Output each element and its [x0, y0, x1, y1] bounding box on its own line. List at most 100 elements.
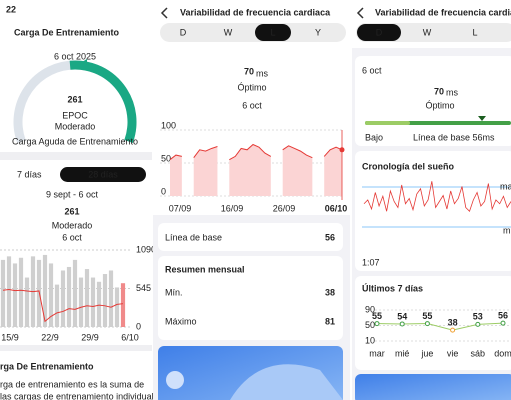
value-label: 53 [473, 312, 483, 322]
tab: D [376, 27, 383, 37]
time-label: 1:07 [362, 257, 380, 267]
week-point [399, 321, 405, 327]
tab-selected [60, 167, 146, 182]
value-label: 55 [422, 311, 432, 321]
tab: Y [315, 27, 321, 37]
x-tick-label: 06/10 [325, 203, 348, 213]
bar [42, 254, 48, 327]
range-marker [478, 116, 486, 121]
bar [120, 283, 126, 327]
value-label: 56 [498, 311, 508, 321]
bar [72, 259, 78, 327]
bar [24, 277, 30, 327]
x-tick-label: 07/09 [169, 203, 192, 213]
label: Mín. [165, 287, 183, 297]
tab-selected [357, 24, 401, 41]
title: Variabilidad de frecuencia cardiaca [180, 7, 331, 17]
tab: W [224, 27, 233, 37]
section-title: rga De Entrenamiento [0, 361, 94, 371]
label: Bajo [365, 132, 383, 142]
summary-status: Moderado [52, 220, 93, 230]
week-point [475, 321, 481, 327]
load-line [2, 289, 124, 323]
x-tick-label: 6/10 [121, 332, 139, 342]
back-icon [356, 7, 364, 19]
title: Variabilidad de frecuencia cardiac [375, 7, 511, 17]
hrv-line [169, 143, 343, 161]
value: 81 [325, 316, 335, 326]
label: Línea de base [165, 232, 222, 242]
bar [96, 281, 102, 327]
gauge-status: Moderado [55, 121, 96, 131]
tab-selected [255, 24, 291, 41]
y-tick-label: 0 [136, 321, 141, 331]
body-text: las cargas de entrenamiento individuales [0, 391, 164, 400]
value: 38 [325, 287, 335, 297]
bar [78, 277, 84, 327]
summary-value: 261 [64, 206, 79, 216]
bar [18, 257, 24, 327]
bar [48, 263, 54, 327]
label: Máximo [165, 316, 197, 326]
x-tick-label: vie [447, 348, 459, 358]
gauge-fill [69, 60, 137, 144]
label: Línea de base 56ms [413, 132, 495, 142]
card [158, 223, 343, 251]
y-tick-label: 50 [161, 153, 171, 163]
card [355, 151, 511, 271]
y-tick-label: 90 [365, 304, 375, 314]
y-tick-label: 1090 [136, 244, 156, 254]
value: 56 [325, 232, 335, 242]
x-tick-label: 15/9 [1, 332, 19, 342]
value: 70 [244, 66, 254, 76]
x-tick-label: dom [494, 348, 511, 358]
tabs [160, 23, 346, 42]
week-point [500, 320, 506, 326]
status: Óptimo [237, 82, 266, 92]
back-icon [160, 7, 168, 19]
y-tick-label: 0 [161, 186, 166, 196]
sleep-line [363, 181, 511, 212]
unit: ms [256, 68, 268, 78]
x-tick-label: jue [420, 348, 433, 358]
bar [114, 287, 120, 327]
gauge-unit: EPOC [62, 110, 88, 120]
bar [12, 263, 18, 327]
bar [90, 277, 96, 327]
hrv-area [193, 146, 218, 196]
bar [102, 274, 108, 327]
min-label: mi [503, 225, 511, 235]
hrv-area [324, 147, 342, 196]
separator [0, 152, 152, 160]
tab: L [270, 27, 275, 37]
x-tick-label: 16/09 [221, 203, 244, 213]
title: Carga De Entrenamiento [14, 27, 120, 37]
promo-card [355, 374, 511, 400]
x-tick-label: 26/09 [273, 203, 296, 213]
tab: D [180, 27, 187, 37]
y-tick-label: 50 [365, 320, 375, 330]
date: 6 oct [362, 65, 382, 75]
y-tick-label: 545 [136, 283, 151, 293]
value: 70 [434, 86, 444, 96]
decor [230, 364, 343, 400]
y-tick-label: 10 [365, 335, 375, 345]
x-tick-label: mié [395, 348, 410, 358]
tab: 7 días [17, 169, 42, 179]
card-title: Últimos 7 días [362, 282, 423, 293]
bar [66, 266, 72, 327]
x-tick-label: sáb [471, 348, 486, 358]
decor [166, 371, 184, 389]
bar [0, 259, 6, 327]
gauge-value: 261 [67, 94, 82, 104]
bar [108, 270, 114, 327]
value-label: 38 [448, 318, 458, 328]
y-tick-label: 100 [161, 120, 176, 130]
range-low [365, 121, 410, 125]
week-point [374, 321, 380, 327]
summary-date: 6 oct [62, 232, 82, 242]
bar [60, 270, 66, 327]
hrv-area [170, 155, 182, 196]
status: Óptimo [425, 100, 454, 110]
card-title: Cronología del sueño [362, 161, 455, 171]
